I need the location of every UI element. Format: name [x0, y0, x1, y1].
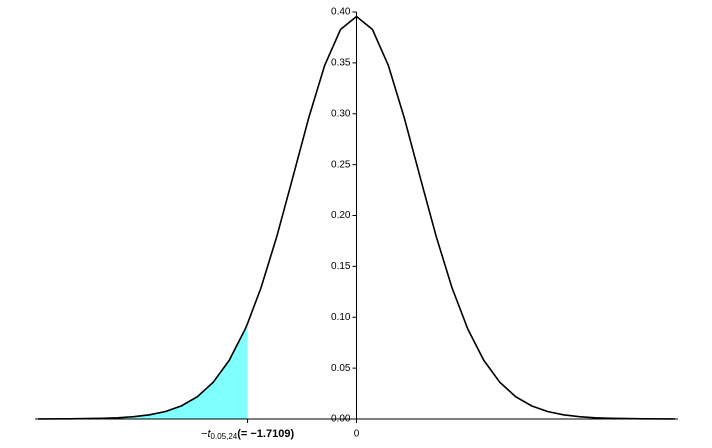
y-tick-label: 0.15	[331, 261, 351, 272]
y-tick-label: 0.00	[331, 414, 351, 425]
critical-label: (= −1.7109)	[237, 428, 294, 440]
shaded-area	[38, 323, 248, 419]
critical-annotation: −t0.05,24(= −1.7109)	[201, 428, 294, 441]
critical-subscript: 0.05,24	[211, 432, 238, 441]
y-tick-label: 0.35	[331, 58, 351, 69]
critical-prefix: −t	[201, 428, 211, 440]
y-tick-label: 0.20	[331, 210, 351, 221]
x-tick-label: 0	[354, 429, 360, 440]
y-tick-label: 0.05	[331, 363, 351, 374]
density-curve	[38, 15, 675, 420]
y-tick-label: 0.10	[331, 312, 351, 323]
y-tick-label: 0.40	[331, 7, 351, 18]
y-tick-label: 0.30	[331, 108, 351, 119]
y-tick-label: 0.25	[331, 159, 351, 170]
